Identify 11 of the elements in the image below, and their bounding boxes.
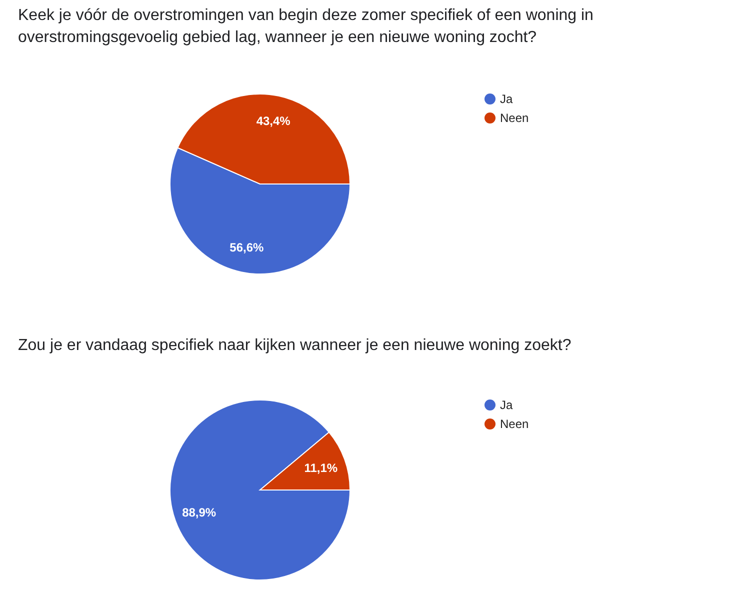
data-label: 56,6% xyxy=(230,240,264,255)
data-label: 88,9% xyxy=(182,505,216,520)
chart-title: Keek je vóór de overstromingen van begin deze zomer specifiek of een woning in overstromingsgevoelig gebied lag, wanneer je een nieuwe woning zocht? xyxy=(18,7,594,46)
legend-label: Ja xyxy=(500,398,513,412)
legend-label: Neen xyxy=(500,111,529,126)
data-label: 43,4% xyxy=(256,114,291,128)
data-label: 11,1% xyxy=(304,461,338,476)
pie-slice xyxy=(170,400,350,580)
legend-label: Neen xyxy=(500,417,529,432)
legend-label: Ja xyxy=(500,92,513,106)
chart-title: Zou je er vandaag specifiek naar kijken wanneer je een nieuwe woning zoekt? xyxy=(18,337,572,354)
